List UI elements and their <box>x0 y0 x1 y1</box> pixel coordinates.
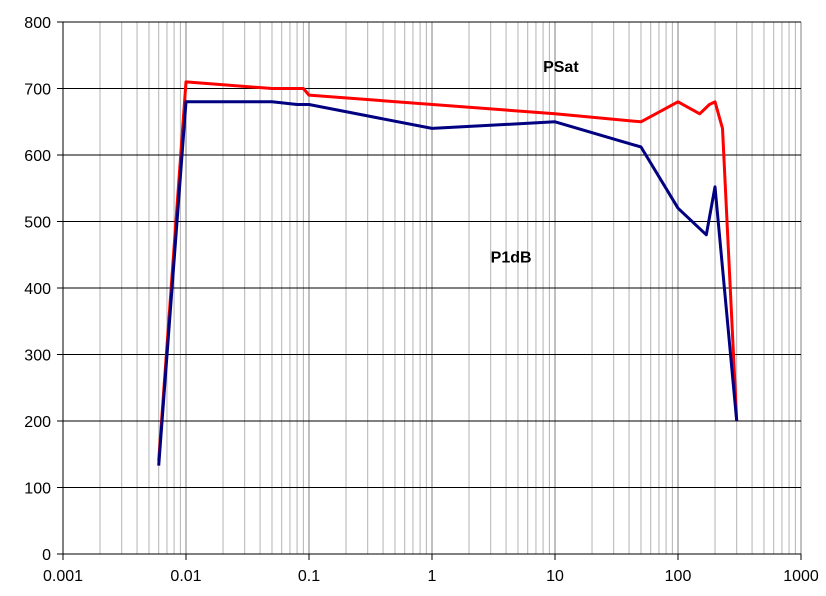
x-tick-label: 0.001 <box>43 568 83 585</box>
x-tick-label: 1 <box>428 568 437 585</box>
series-line-p1db <box>157 100 739 466</box>
x-axis-tick-labels: 0.001 0.01 0.1 1 10 100 1000 <box>43 568 819 585</box>
series-label-psat: PSat <box>543 59 579 76</box>
x-tick-label: 0.1 <box>298 568 320 585</box>
x-tick-label: 10 <box>546 568 564 585</box>
y-tick-label: 400 <box>24 281 51 298</box>
series-label-p1db: P1dB <box>491 250 532 267</box>
x-tick-label: 0.01 <box>170 568 201 585</box>
y-tick-label: 500 <box>24 215 51 232</box>
y-tick-label: 700 <box>24 82 51 99</box>
y-tick-label: 0 <box>42 547 51 564</box>
x-tick-label: 1000 <box>783 568 819 585</box>
y-tick-label: 100 <box>24 481 51 498</box>
y-tick-label: 200 <box>24 414 51 431</box>
series-labels: PSat P1dB <box>491 59 580 267</box>
y-axis-tick-labels: 0 100 200 300 400 500 600 700 800 <box>24 15 51 564</box>
series-lines <box>157 80 739 466</box>
y-tick-label: 300 <box>24 348 51 365</box>
series-line-psat <box>157 80 739 462</box>
y-tick-label: 600 <box>24 148 51 165</box>
y-tick-label: 800 <box>24 15 51 32</box>
axes <box>57 21 802 560</box>
x-tick-label: 100 <box>665 568 692 585</box>
